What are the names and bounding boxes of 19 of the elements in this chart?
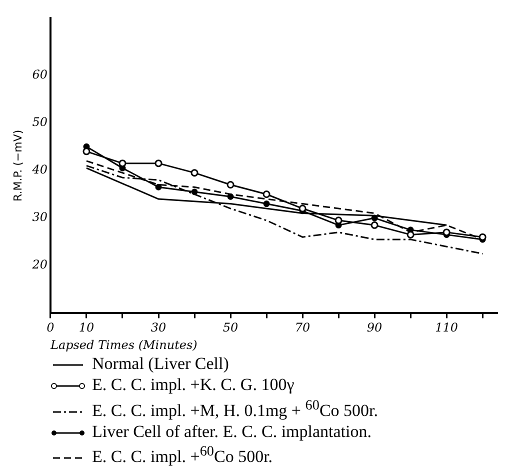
x-tick-label: 30 — [150, 320, 166, 335]
y-tick-label: 40 — [31, 162, 48, 177]
legend-label: Liver Cell of after. E. C. C. implantation. — [92, 422, 372, 441]
y-tick-label: 60 — [32, 67, 48, 82]
legend-label: E. C. C. impl. +$^{60}$Co 500r. — [92, 444, 273, 466]
x-tick-label: 10 — [78, 320, 94, 335]
legend-label: Normal (Liver Cell) — [92, 354, 229, 373]
x-tick-label: 90 — [366, 320, 383, 335]
x-tick-label: 0 — [46, 320, 55, 335]
y-tick-label: 20 — [31, 258, 48, 272]
x-axis-title: Lapsed Times (Minutes) — [49, 338, 198, 352]
y-tick-label: 50 — [32, 115, 48, 129]
y-axis-title: R.M.P. (−mV) — [11, 130, 24, 202]
y-tick-label: 30 — [32, 210, 48, 224]
legend-label: E. C. C. impl. +M, H. 0.1mg + $^{60}$Co 500r. — [92, 397, 378, 420]
x-tick-label: 50 — [222, 320, 239, 335]
x-tick-label: 70 — [294, 320, 311, 335]
x-tick-label: 110 — [435, 320, 458, 335]
legend-label: E. C. C. impl. +K. C. G. 100γ — [92, 375, 294, 394]
